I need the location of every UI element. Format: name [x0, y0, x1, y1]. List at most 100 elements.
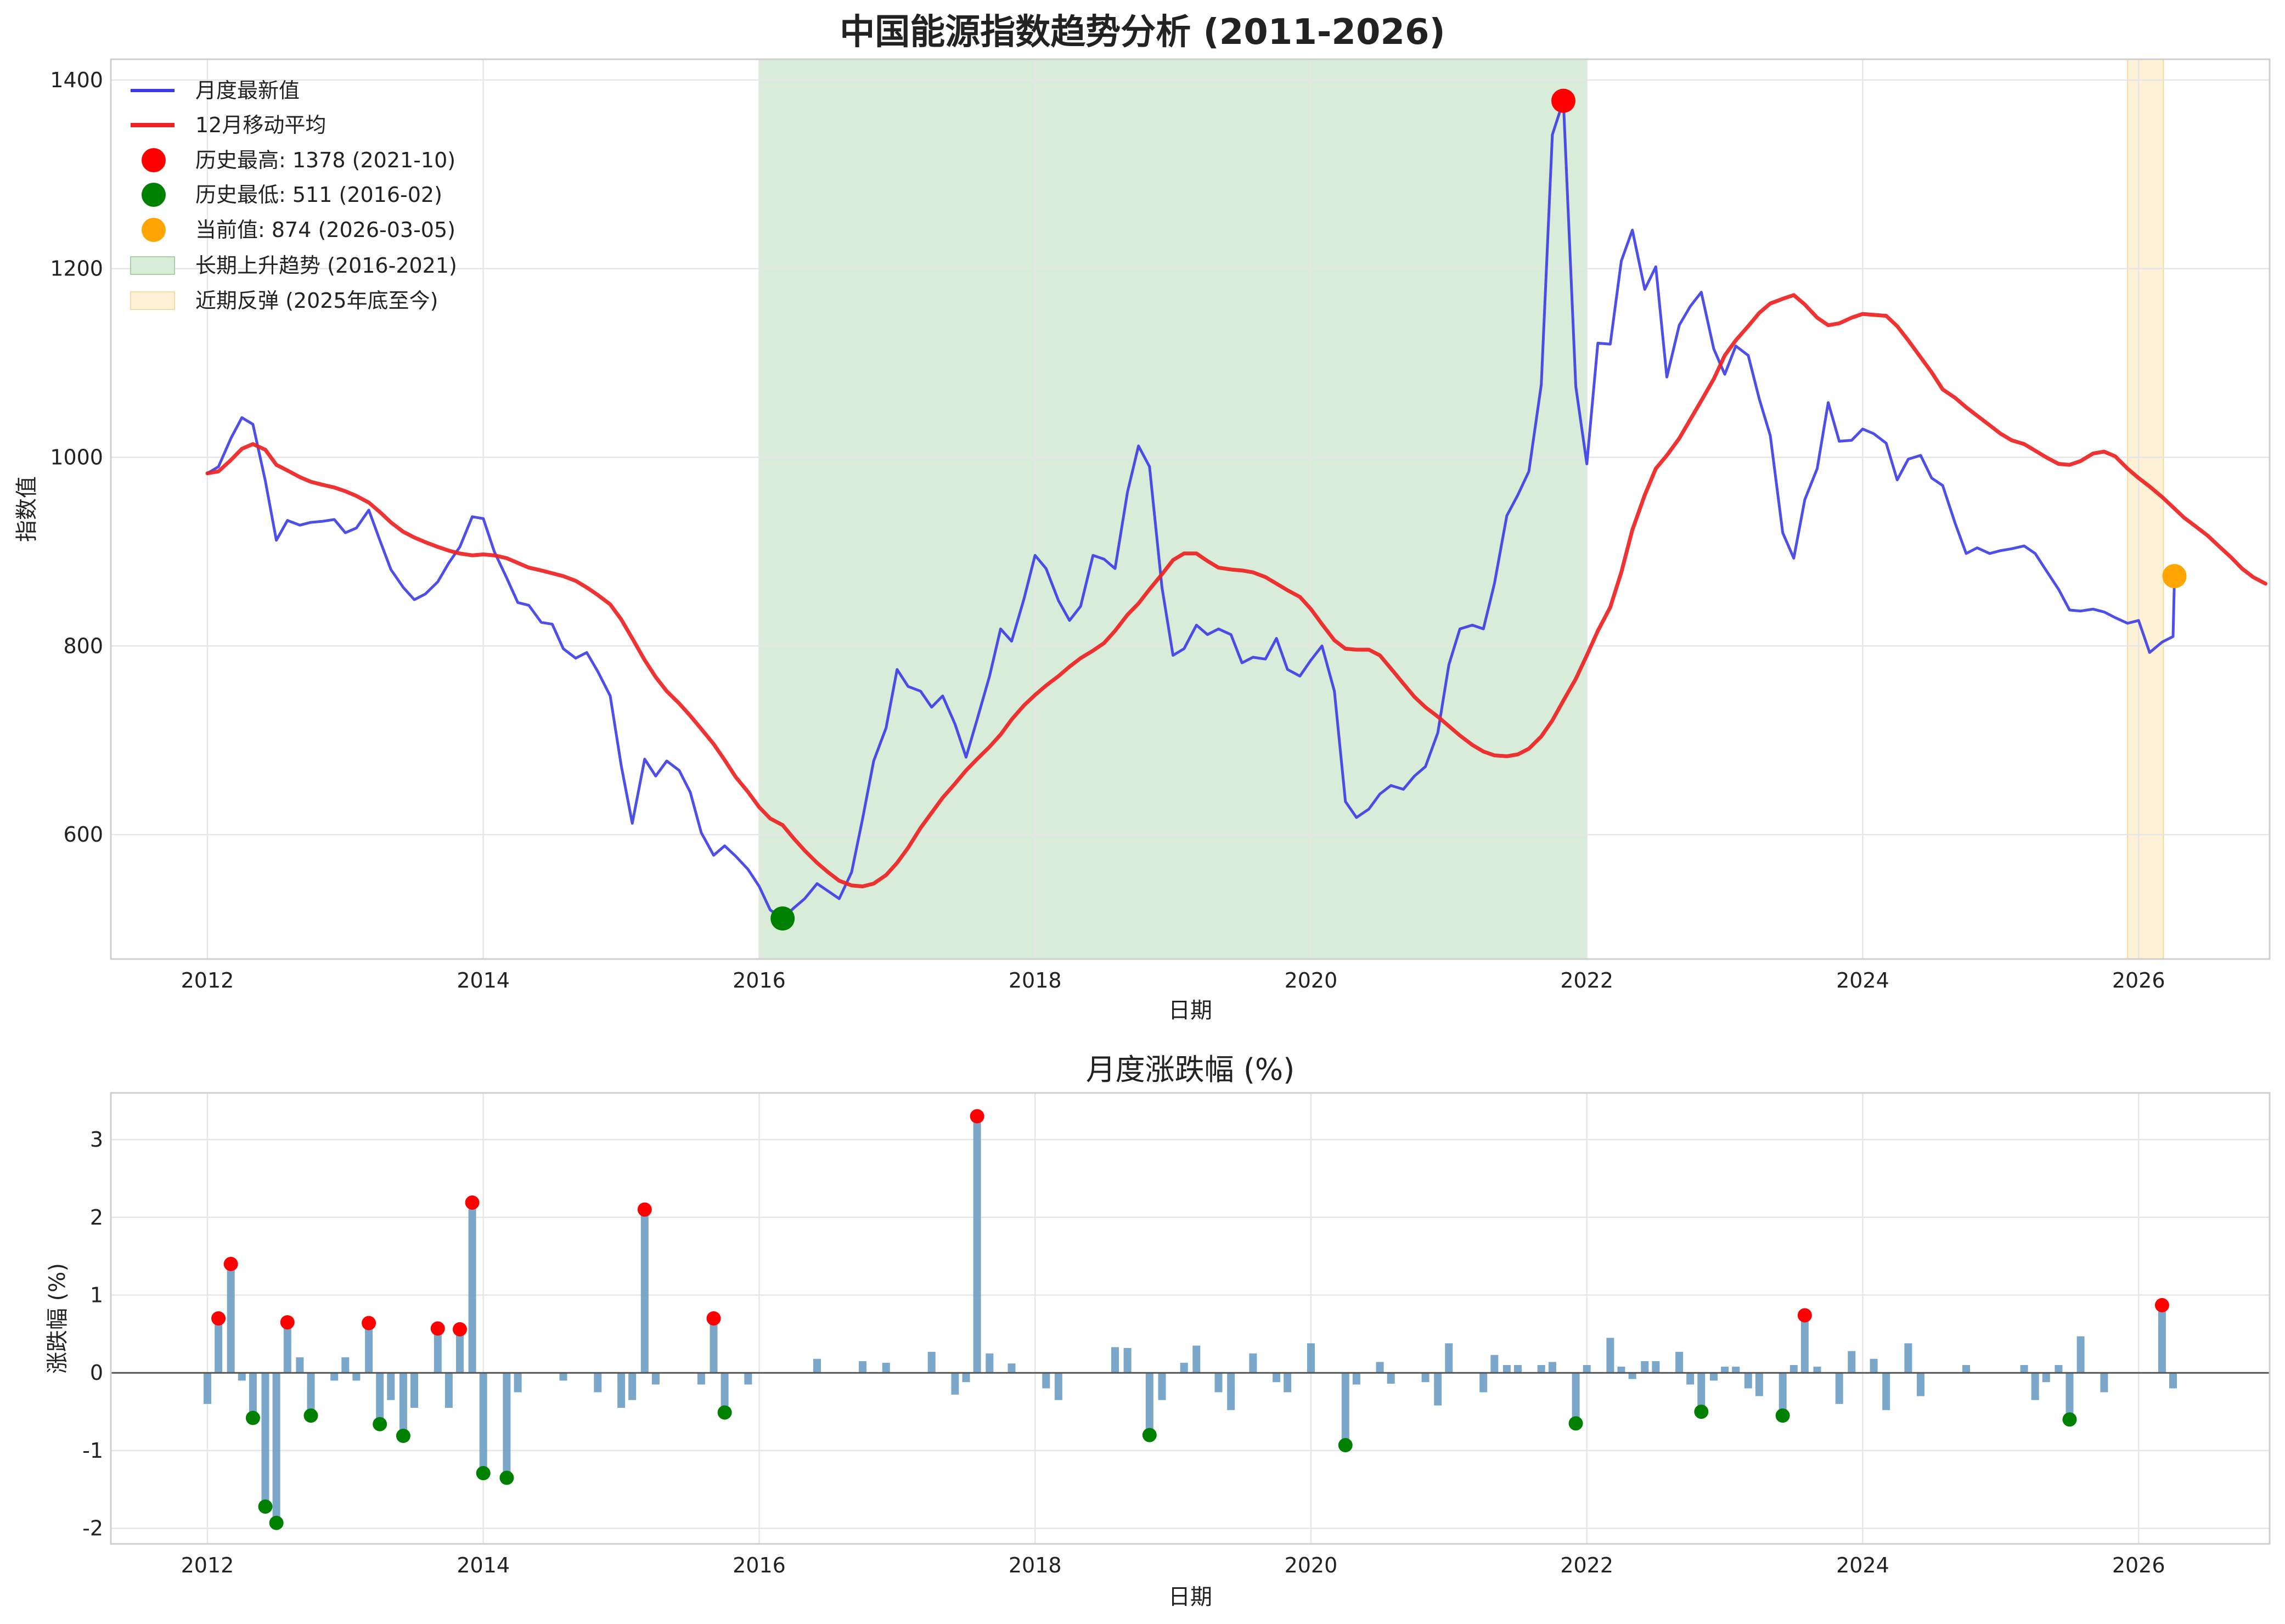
- bar: [1835, 1373, 1843, 1404]
- sub-y-tick-label: 3: [90, 1127, 103, 1152]
- bar: [227, 1264, 235, 1373]
- bar: [330, 1373, 339, 1381]
- bar: [261, 1373, 269, 1507]
- bar: [1376, 1362, 1384, 1373]
- down-marker: [258, 1499, 273, 1514]
- sub-x-tick-label: 2020: [1285, 1553, 1338, 1577]
- up-marker: [637, 1202, 652, 1217]
- legend-label-rebound: 近期反弹 (2025年底至今): [195, 289, 438, 313]
- main-x-tick-label: 2020: [1285, 968, 1338, 993]
- bar: [272, 1373, 280, 1523]
- bar: [410, 1373, 418, 1408]
- bar: [283, 1322, 291, 1373]
- bar: [1111, 1347, 1119, 1373]
- down-marker: [1142, 1428, 1157, 1442]
- bar: [1606, 1338, 1614, 1373]
- sub-x-tick-label: 2026: [2112, 1553, 2165, 1577]
- main-x-tick-label: 2018: [1009, 968, 1062, 993]
- down-marker: [373, 1417, 387, 1431]
- main-y-tick-label: 600: [63, 822, 103, 847]
- marker-max: [1551, 88, 1575, 113]
- bar: [1583, 1365, 1591, 1373]
- bar: [951, 1373, 959, 1395]
- bar: [204, 1373, 211, 1404]
- sub-x-tick-label: 2024: [1836, 1553, 1889, 1577]
- bar: [1249, 1353, 1257, 1373]
- bar: [962, 1373, 970, 1383]
- bar: [1779, 1373, 1787, 1416]
- bar: [2042, 1373, 2050, 1383]
- up-marker: [452, 1322, 467, 1337]
- bar: [2055, 1365, 2063, 1373]
- down-marker: [1694, 1405, 1709, 1419]
- series-line-ma: [205, 293, 2267, 889]
- legend-label-min: 历史最低: 511 (2016-02): [195, 183, 442, 207]
- sub-x-tick-label: 2018: [1009, 1553, 1062, 1577]
- sub-y-axis-label: 涨跌幅 (%): [45, 1263, 70, 1374]
- bar: [559, 1373, 567, 1381]
- main-x-tick-label: 2014: [457, 968, 510, 993]
- bar: [1273, 1373, 1281, 1383]
- bar: [986, 1353, 994, 1373]
- bar: [882, 1362, 890, 1373]
- bar: [479, 1373, 487, 1473]
- bar: [1755, 1373, 1763, 1396]
- bar: [249, 1373, 257, 1418]
- bar: [1537, 1365, 1545, 1373]
- down-marker: [2062, 1412, 2077, 1427]
- main-x-tick-label: 2016: [733, 968, 786, 993]
- bar: [640, 1209, 649, 1373]
- bar: [2158, 1305, 2166, 1373]
- bar: [1434, 1373, 1442, 1406]
- up-marker: [211, 1311, 226, 1326]
- bar: [1180, 1362, 1188, 1373]
- down-marker: [1568, 1416, 1583, 1431]
- bar: [1421, 1373, 1429, 1383]
- bar: [1284, 1373, 1292, 1392]
- bar: [1192, 1345, 1201, 1373]
- legend-label-max: 历史最高: 1378 (2021-10): [195, 148, 455, 172]
- bar: [1917, 1373, 1924, 1396]
- up-marker: [223, 1256, 238, 1271]
- bar: [238, 1373, 246, 1381]
- bar: [1744, 1373, 1752, 1389]
- legend-label-uptrend: 长期上升趋势 (2016-2021): [195, 253, 457, 278]
- bar: [399, 1373, 407, 1436]
- main-y-tick-label: 1000: [50, 445, 103, 469]
- main-plot-area: 2012 2014 2016 2018 2020 2022 2024 2026 600 800 10…: [50, 58, 2271, 993]
- bar: [1227, 1373, 1235, 1411]
- bar: [1490, 1355, 1499, 1373]
- legend-label-current: 当前值: 874 (2026-03-05): [195, 218, 455, 242]
- sub-y-tick-label: 0: [90, 1361, 103, 1385]
- bar: [651, 1373, 660, 1385]
- bar: [2076, 1336, 2085, 1373]
- up-marker: [1797, 1308, 1812, 1323]
- bar: [617, 1373, 626, 1408]
- bar: [1800, 1315, 1809, 1373]
- bar: [1307, 1343, 1315, 1373]
- sub-x-tick-label: 2014: [457, 1553, 510, 1577]
- bar: [307, 1373, 315, 1416]
- main-x-tick-label: 2012: [181, 968, 234, 993]
- up-marker: [362, 1316, 376, 1330]
- bar: [813, 1358, 821, 1373]
- main-y-tick-label: 1200: [50, 257, 103, 281]
- sub-plot-frame: [110, 1092, 2271, 1545]
- bar: [1158, 1373, 1166, 1400]
- bar: [1214, 1373, 1223, 1392]
- main-y-tick-label: 1400: [50, 68, 103, 92]
- shade-rebound: [2127, 59, 2164, 960]
- bar: [1479, 1373, 1488, 1392]
- down-marker: [1775, 1408, 1790, 1423]
- marker-min: [770, 906, 795, 931]
- bar: [434, 1328, 442, 1373]
- sub-y-tick-label: 2: [90, 1205, 103, 1230]
- bar: [1445, 1343, 1453, 1373]
- bar: [1904, 1343, 1912, 1373]
- bar: [1352, 1373, 1360, 1385]
- sub-y-tick-label: -2: [82, 1516, 103, 1541]
- legend-swatch-current: [142, 218, 166, 242]
- main-x-tick-label: 2022: [1560, 968, 1613, 993]
- bar: [1502, 1365, 1511, 1373]
